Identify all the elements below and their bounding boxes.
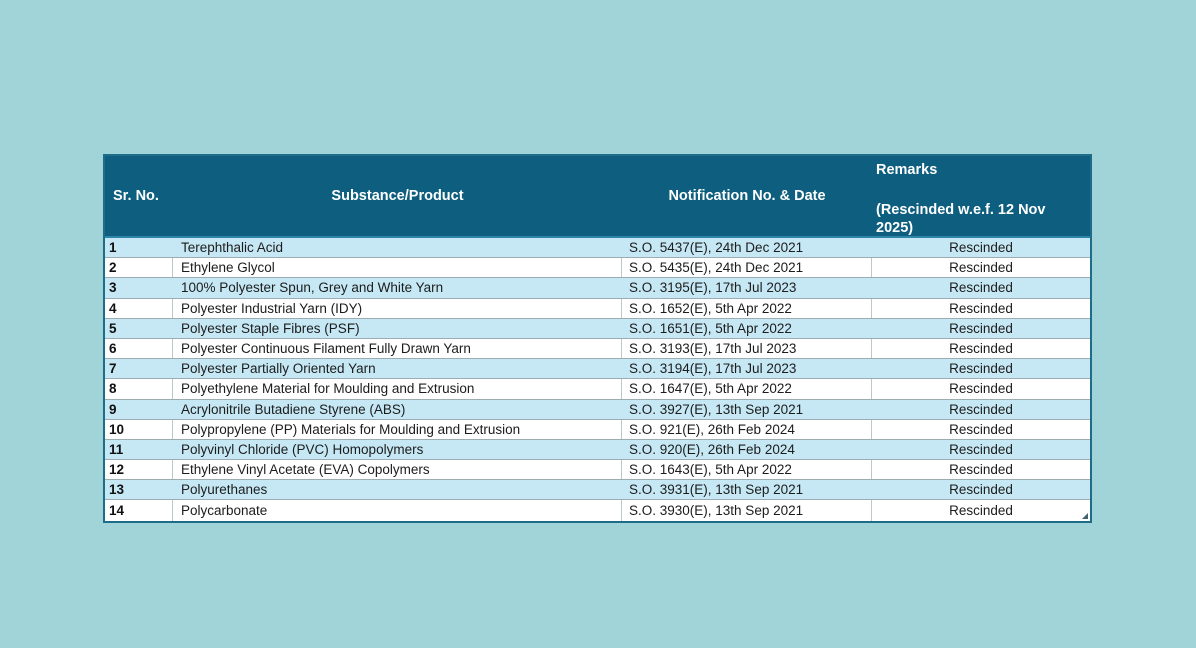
substance-cell: Polyester Partially Oriented Yarn [181, 361, 376, 377]
substance-cell: Polyester Continuous Filament Fully Draw… [173, 338, 622, 359]
remarks-cell: Rescinded [949, 482, 1013, 498]
rescinded-notifications-table: Sr. No. Substance/Product Notification N… [103, 154, 1092, 523]
table-row: 14 Polycarbonate S.O. 3930(E), 13th Sep … [105, 500, 1090, 521]
fill-handle[interactable] [1082, 512, 1088, 519]
sr-no-cell: 4 [105, 298, 173, 318]
table-row: 1 Terephthalic Acid S.O. 5437(E), 24th D… [105, 238, 1090, 259]
column-header-sr-no: Sr. No. [113, 187, 159, 204]
remarks-cell: Rescinded [949, 300, 1013, 316]
notification-cell: S.O. 3194(E), 17th Jul 2023 [629, 361, 797, 377]
substance-cell: Polyethylene Material for Moulding and E… [173, 379, 622, 399]
sr-no-cell: 1 [109, 240, 117, 256]
notification-cell: S.O. 5435(E), 24th Dec 2021 [622, 258, 872, 278]
table-row: 10 Polypropylene (PP) Materials for Moul… [105, 419, 1090, 440]
notification-cell: S.O. 3927(E), 13th Sep 2021 [629, 401, 804, 417]
remarks-cell: Rescinded [949, 421, 1013, 437]
column-header-substance-product: Substance/Product [331, 187, 464, 204]
notification-cell: S.O. 3931(E), 13th Sep 2021 [629, 482, 804, 498]
remarks-header-note: (Rescinded w.e.f. 12 Nov 2025) [876, 202, 1046, 237]
substance-cell: Polyester Staple Fibres (PSF) [181, 320, 360, 336]
sr-no-cell: 13 [109, 482, 125, 498]
remarks-header-title: Remarks [876, 162, 938, 178]
notification-cell: S.O. 5437(E), 24th Dec 2021 [629, 240, 804, 256]
remarks-cell: Rescinded [949, 462, 1013, 478]
remarks-cell: Rescinded [949, 503, 1013, 519]
remarks-cell: Rescinded [949, 320, 1013, 336]
sr-no-cell: 6 [105, 338, 173, 359]
sr-no-cell: 5 [109, 320, 117, 336]
substance-cell: Polycarbonate [173, 500, 622, 521]
sr-no-cell: 8 [105, 379, 173, 399]
table-row: 2 Ethylene Glycol S.O. 5435(E), 24th Dec… [105, 258, 1090, 279]
remarks-cell: Rescinded [949, 441, 1013, 457]
table-row: 3 100% Polyester Spun, Grey and White Ya… [105, 278, 1090, 299]
table-row: 7 Polyester Partially Oriented Yarn S.O.… [105, 359, 1090, 380]
substance-cell: Terephthalic Acid [181, 240, 284, 256]
table-row: 5 Polyester Staple Fibres (PSF) S.O. 165… [105, 318, 1090, 339]
remarks-cell: Rescinded [949, 381, 1013, 397]
table-row: 9 Acrylonitrile Butadiene Styrene (ABS) … [105, 399, 1090, 420]
substance-cell: Polypropylene (PP) Materials for Mouldin… [173, 419, 622, 439]
sr-no-cell: 12 [105, 460, 173, 480]
substance-cell: 100% Polyester Spun, Grey and White Yarn [181, 280, 444, 296]
remarks-cell: Rescinded [949, 280, 1013, 296]
notification-cell: S.O. 3930(E), 13th Sep 2021 [622, 500, 872, 521]
sr-no-cell: 10 [105, 419, 173, 439]
notification-cell: S.O. 920(E), 26th Feb 2024 [629, 441, 795, 457]
table-row: 8 Polyethylene Material for Moulding and… [105, 379, 1090, 400]
table-row: 6 Polyester Continuous Filament Fully Dr… [105, 338, 1090, 360]
notification-cell: S.O. 1643(E), 5th Apr 2022 [622, 460, 872, 480]
remarks-cell: Rescinded [949, 361, 1013, 377]
notification-cell: S.O. 921(E), 26th Feb 2024 [622, 419, 872, 439]
substance-cell: Polyurethanes [181, 482, 268, 498]
substance-cell: Acrylonitrile Butadiene Styrene (ABS) [181, 401, 406, 417]
notification-cell: S.O. 1647(E), 5th Apr 2022 [622, 379, 872, 399]
table-body: 1 Terephthalic Acid S.O. 5437(E), 24th D… [105, 238, 1090, 521]
sr-no-cell: 3 [109, 280, 117, 296]
table-row: 12 Ethylene Vinyl Acetate (EVA) Copolyme… [105, 460, 1090, 481]
remarks-cell: Rescinded [949, 260, 1013, 276]
sr-no-cell: 14 [105, 500, 173, 521]
table-row: 11 Polyvinyl Chloride (PVC) Homopolymers… [105, 439, 1090, 461]
sr-no-cell: 7 [109, 361, 117, 377]
substance-cell: Polyester Industrial Yarn (IDY) [173, 298, 622, 318]
notification-cell: S.O. 3195(E), 17th Jul 2023 [629, 280, 797, 296]
notification-cell: S.O. 1652(E), 5th Apr 2022 [622, 298, 872, 318]
table-row: 13 Polyurethanes S.O. 3931(E), 13th Sep … [105, 480, 1090, 501]
remarks-cell: Rescinded [949, 240, 1013, 256]
sr-no-cell: 11 [109, 441, 124, 457]
table-row: 4 Polyester Industrial Yarn (IDY) S.O. 1… [105, 298, 1090, 319]
notification-cell: S.O. 3193(E), 17th Jul 2023 [622, 338, 872, 359]
sr-no-cell: 2 [105, 258, 173, 278]
notification-cell: S.O. 1651(E), 5th Apr 2022 [629, 320, 792, 336]
sr-no-cell: 9 [109, 401, 117, 417]
substance-cell: Ethylene Vinyl Acetate (EVA) Copolymers [173, 460, 622, 480]
column-header-notification-no-date: Notification No. & Date [668, 187, 826, 204]
column-header-remarks: Remarks (Rescinded w.e.f. 12 Nov 2025) [872, 156, 1090, 236]
table-header-row: Sr. No. Substance/Product Notification N… [105, 156, 1090, 238]
substance-cell: Ethylene Glycol [173, 258, 622, 278]
substance-cell: Polyvinyl Chloride (PVC) Homopolymers [181, 441, 424, 457]
remarks-cell: Rescinded [949, 341, 1013, 357]
remarks-cell: Rescinded [949, 401, 1013, 417]
